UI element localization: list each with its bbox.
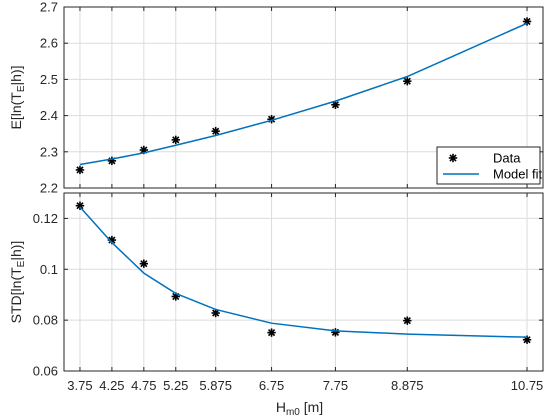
panel-1-y-tick-label: 0.12	[33, 211, 58, 226]
panel-1-model-fit-line	[79, 206, 528, 338]
panel-1-data-point	[139, 259, 149, 268]
panel-0-data-point	[171, 135, 180, 145]
panel-0-data-point	[211, 126, 220, 136]
x-tick-label: 5.875	[199, 378, 232, 393]
panel-1-y-tick-label: 0.06	[33, 364, 58, 379]
panel-0-y-tick-label: 2.3	[40, 144, 58, 159]
x-tick-label: 8.875	[391, 378, 424, 393]
x-tick-label: 3.75	[67, 378, 92, 393]
panel-0-data-point	[75, 165, 85, 175]
panel-0-y-tick-label: 2.7	[40, 0, 58, 15]
x-tick-label: 6.75	[259, 378, 284, 393]
panel-1-y-tick-label: 0.08	[33, 313, 58, 328]
legend-data-marker	[448, 153, 458, 163]
panel-0-data-point	[403, 77, 412, 86]
x-tick-label: 7.75	[323, 378, 348, 393]
x-tick-label: 5.25	[163, 378, 188, 393]
panel-1-data-point	[331, 328, 340, 337]
panel-1-plot-area	[64, 193, 543, 371]
legend-label-data: Data	[493, 151, 521, 166]
panel-0-data-point	[331, 100, 340, 109]
panel-0-y-tick-label: 2.5	[40, 72, 58, 87]
panel-1-axes-frame	[63, 192, 544, 372]
panel-0-y-tick-label: 2.4	[40, 108, 58, 123]
bottom-panel: 3.75 4.25 4.75 5.25 5.875 6.75 7.75 8.875 10.75 0…	[8, 192, 544, 418]
panel-1-data-point	[403, 316, 412, 325]
panel-0-data-point	[139, 145, 149, 155]
x-tick-label: 10.75	[511, 378, 544, 393]
x-tick-label: 4.25	[99, 378, 124, 393]
panel-0-model-fit-line	[79, 22, 528, 166]
panel-0-y-axis-title: E[ln(TE|h)]	[8, 66, 27, 130]
panel-1-data-point	[75, 201, 85, 210]
x-axis-title: Hm0 [m]	[276, 399, 323, 418]
panel-0-y-tick-label: 2.6	[40, 36, 58, 51]
legend-label-model-fit: Model fit	[493, 167, 543, 182]
panel-0-y-tick-label: 2.2	[40, 181, 58, 196]
panel-1-y-axis-title: STD[ln(TE|h)]	[8, 241, 27, 324]
panel-1-data-point	[267, 328, 276, 337]
x-tick-label: 4.75	[131, 378, 156, 393]
panel-1-y-tick-label: 0.1	[40, 262, 58, 277]
panel-0-axes-frame	[63, 6, 544, 189]
